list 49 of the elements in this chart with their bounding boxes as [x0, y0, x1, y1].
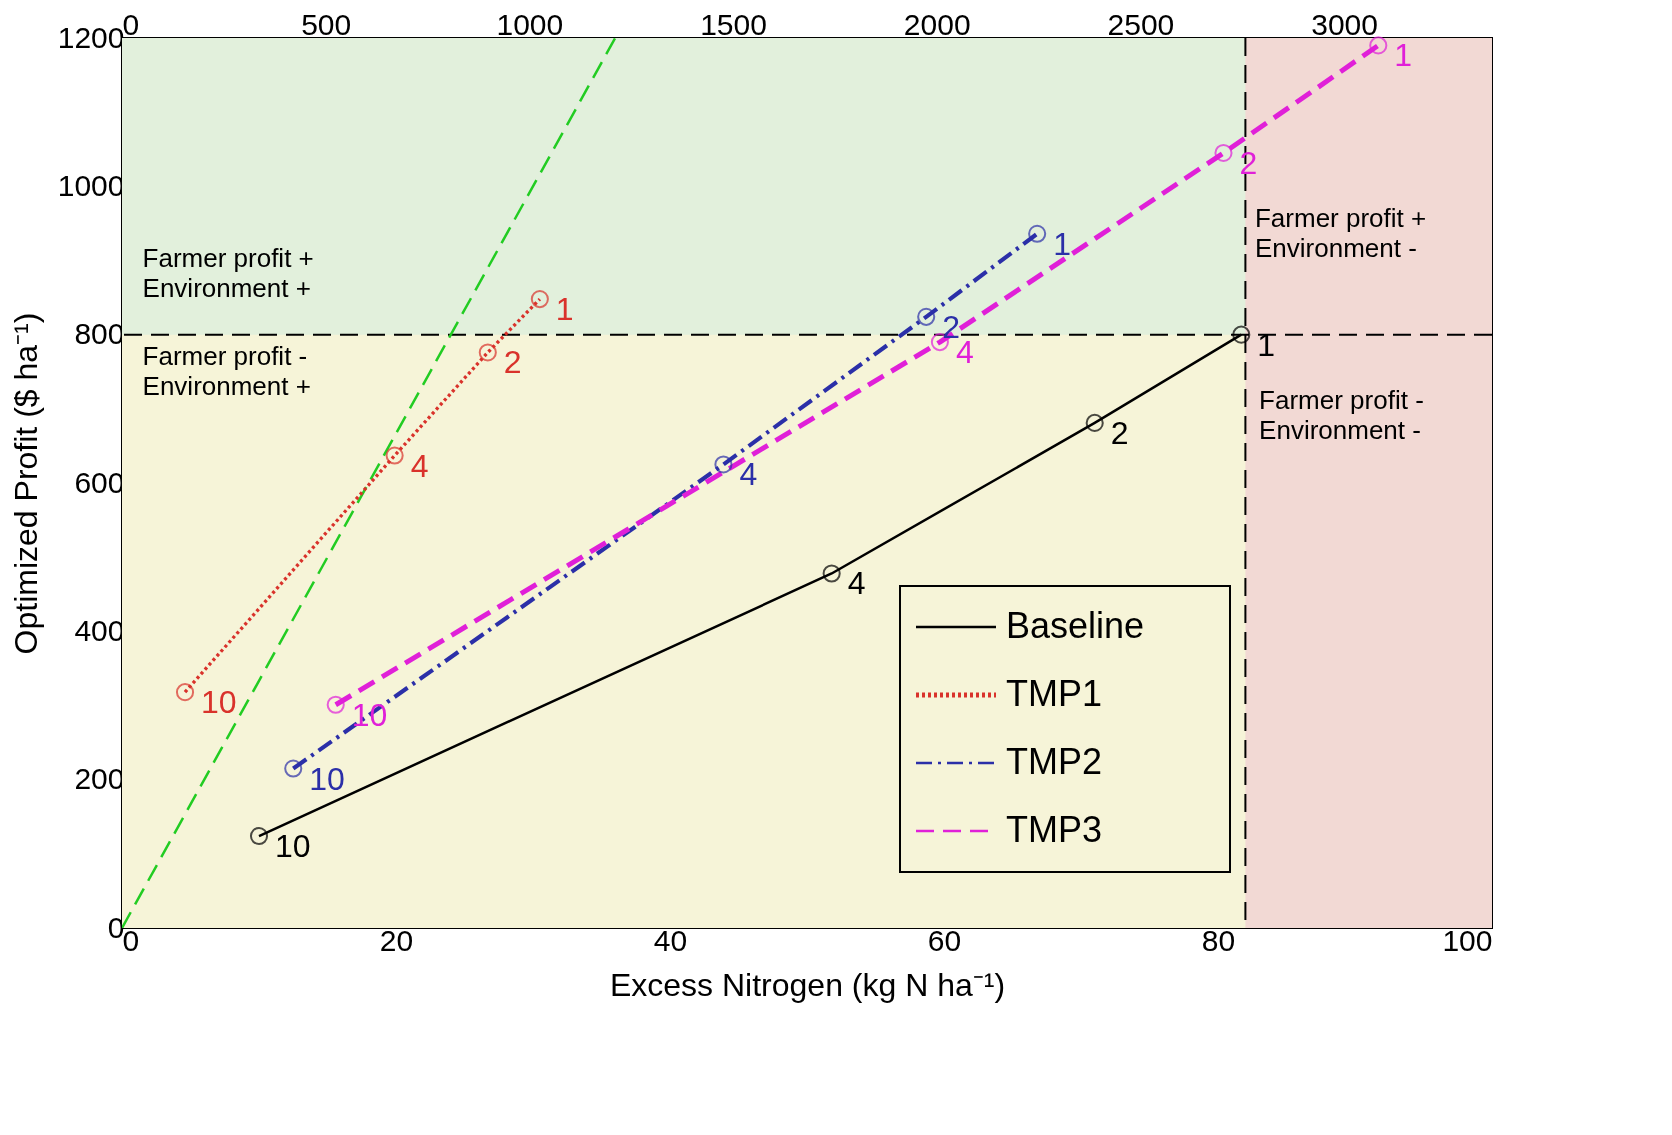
- annotation: 4: [739, 456, 758, 493]
- y-axis-title: Optimized Profit ($ ha⁻¹): [7, 312, 44, 655]
- annotation: 2: [1110, 414, 1129, 451]
- x-tick-label: 60: [927, 923, 962, 957]
- annotation: 10: [309, 760, 345, 797]
- annotation: 2: [503, 344, 522, 381]
- annotation: Farmer profit - Environment +: [142, 340, 311, 401]
- x-tick-label: 20: [379, 923, 414, 957]
- point: [1028, 224, 1047, 243]
- point: [249, 826, 269, 846]
- point: [917, 307, 936, 326]
- legend-label: TMP1: [1006, 673, 1103, 714]
- x2-tick-label: 1500: [700, 7, 767, 41]
- point: [284, 759, 303, 778]
- annotation: Farmer profit + Environment +: [142, 242, 314, 303]
- legend-label: TMP3: [1006, 809, 1103, 850]
- annotation: 1: [1053, 225, 1071, 262]
- point: [478, 343, 497, 362]
- x2-tick-label: 500: [301, 7, 352, 41]
- annotation: 4: [410, 447, 429, 484]
- point: [1214, 143, 1233, 162]
- point: [714, 455, 733, 474]
- point: [1085, 413, 1104, 432]
- x2-tick-label: 3000: [1311, 7, 1378, 41]
- x2-tick-label: 1000: [496, 7, 564, 41]
- point: [822, 564, 841, 583]
- point: [1232, 325, 1251, 344]
- point: [326, 695, 345, 714]
- x-axis-title: Excess Nitrogen (kg N ha⁻¹): [609, 966, 1006, 1003]
- x2-tick-label: 2000: [903, 7, 971, 41]
- point: [385, 446, 404, 465]
- point: [175, 683, 195, 702]
- x-tick-label: 100: [1442, 923, 1493, 957]
- annotation: 2: [1239, 144, 1258, 181]
- legend-label: TMP2: [1006, 741, 1103, 782]
- annotation: 1: [1394, 37, 1413, 74]
- annotation: 4: [847, 565, 866, 602]
- annotation: Farmer profit - Environment -: [1259, 385, 1424, 446]
- x-tick-label: 80: [1201, 923, 1236, 957]
- annotation: 10: [275, 828, 311, 865]
- annotation: 10: [201, 684, 237, 721]
- point: [1369, 36, 1388, 55]
- point: [530, 290, 549, 309]
- x-tick-label: 40: [653, 923, 688, 957]
- legend-label: Baseline: [1006, 605, 1145, 646]
- annotation: 1: [555, 291, 574, 328]
- annotation: 1: [1257, 326, 1276, 363]
- annotation: Farmer profit + Environment -: [1254, 202, 1427, 263]
- x2-tick-label: 2500: [1107, 7, 1175, 41]
